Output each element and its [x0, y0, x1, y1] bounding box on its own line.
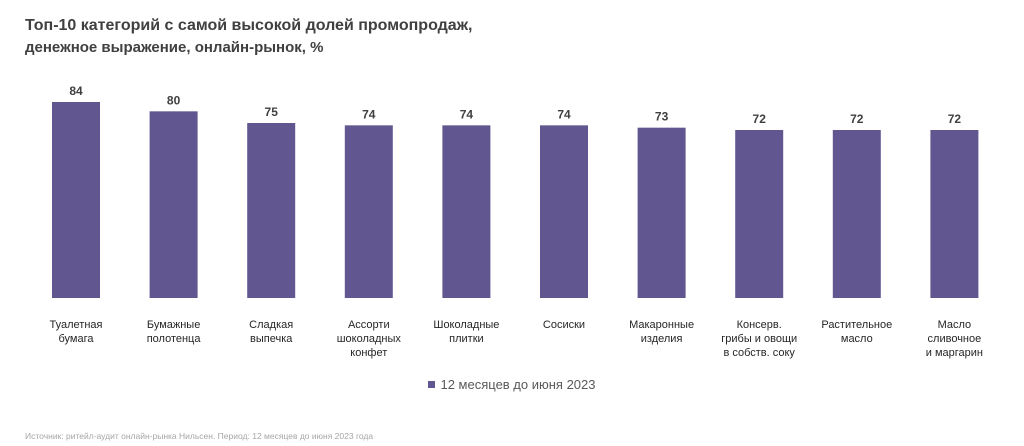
legend-label: 12 месяцев до июня 2023	[440, 377, 596, 392]
bar-4	[344, 125, 393, 298]
category-label-5: Шоколадные плитки	[433, 319, 499, 345]
data-label-4: 74	[362, 107, 376, 121]
legend-swatch	[428, 381, 436, 388]
category-label-7: Макаронные изделия	[629, 319, 694, 345]
bar-3	[247, 123, 296, 298]
category-label-4: Ассорти шоколадных конфет	[337, 319, 402, 359]
data-label-1: 84	[69, 84, 83, 98]
category-label-10: Масло сливочное и маргарин	[926, 319, 983, 359]
data-label-8: 72	[753, 112, 767, 126]
category-label-6: Сосиски	[543, 319, 585, 331]
data-label-3: 75	[265, 105, 279, 119]
bar-10	[930, 130, 979, 298]
bar-2	[149, 111, 198, 298]
data-label-7: 73	[655, 110, 669, 124]
category-label-3: Сладкая выпечка	[249, 319, 293, 345]
chart-title: Топ-10 категорий с самой высокой долей п…	[25, 17, 473, 34]
bar-9	[832, 130, 881, 298]
data-label-10: 72	[948, 112, 962, 126]
source-note: Источник: ритейл-аудит онлайн-рынка Ниль…	[25, 431, 374, 441]
data-label-9: 72	[850, 112, 864, 126]
chart-subtitle: денежное выражение, онлайн-рынок, %	[25, 39, 324, 56]
bar-8	[735, 130, 784, 298]
category-label-8: Консерв. грибы и овощи в собств. соку	[721, 319, 797, 359]
data-label-5: 74	[460, 107, 474, 121]
data-label-6: 74	[557, 107, 571, 121]
bar-7	[637, 127, 686, 299]
legend: 12 месяцев до июня 2023	[0, 377, 1024, 392]
bar-1	[52, 102, 100, 298]
bar-5	[442, 125, 491, 298]
category-label-2: Бумажные полотенца	[147, 319, 202, 345]
category-label-1: Туалетная бумага	[50, 319, 103, 345]
category-label-9: Растительное масло	[821, 319, 892, 345]
data-label-2: 80	[167, 93, 181, 107]
bar-6	[540, 125, 588, 298]
